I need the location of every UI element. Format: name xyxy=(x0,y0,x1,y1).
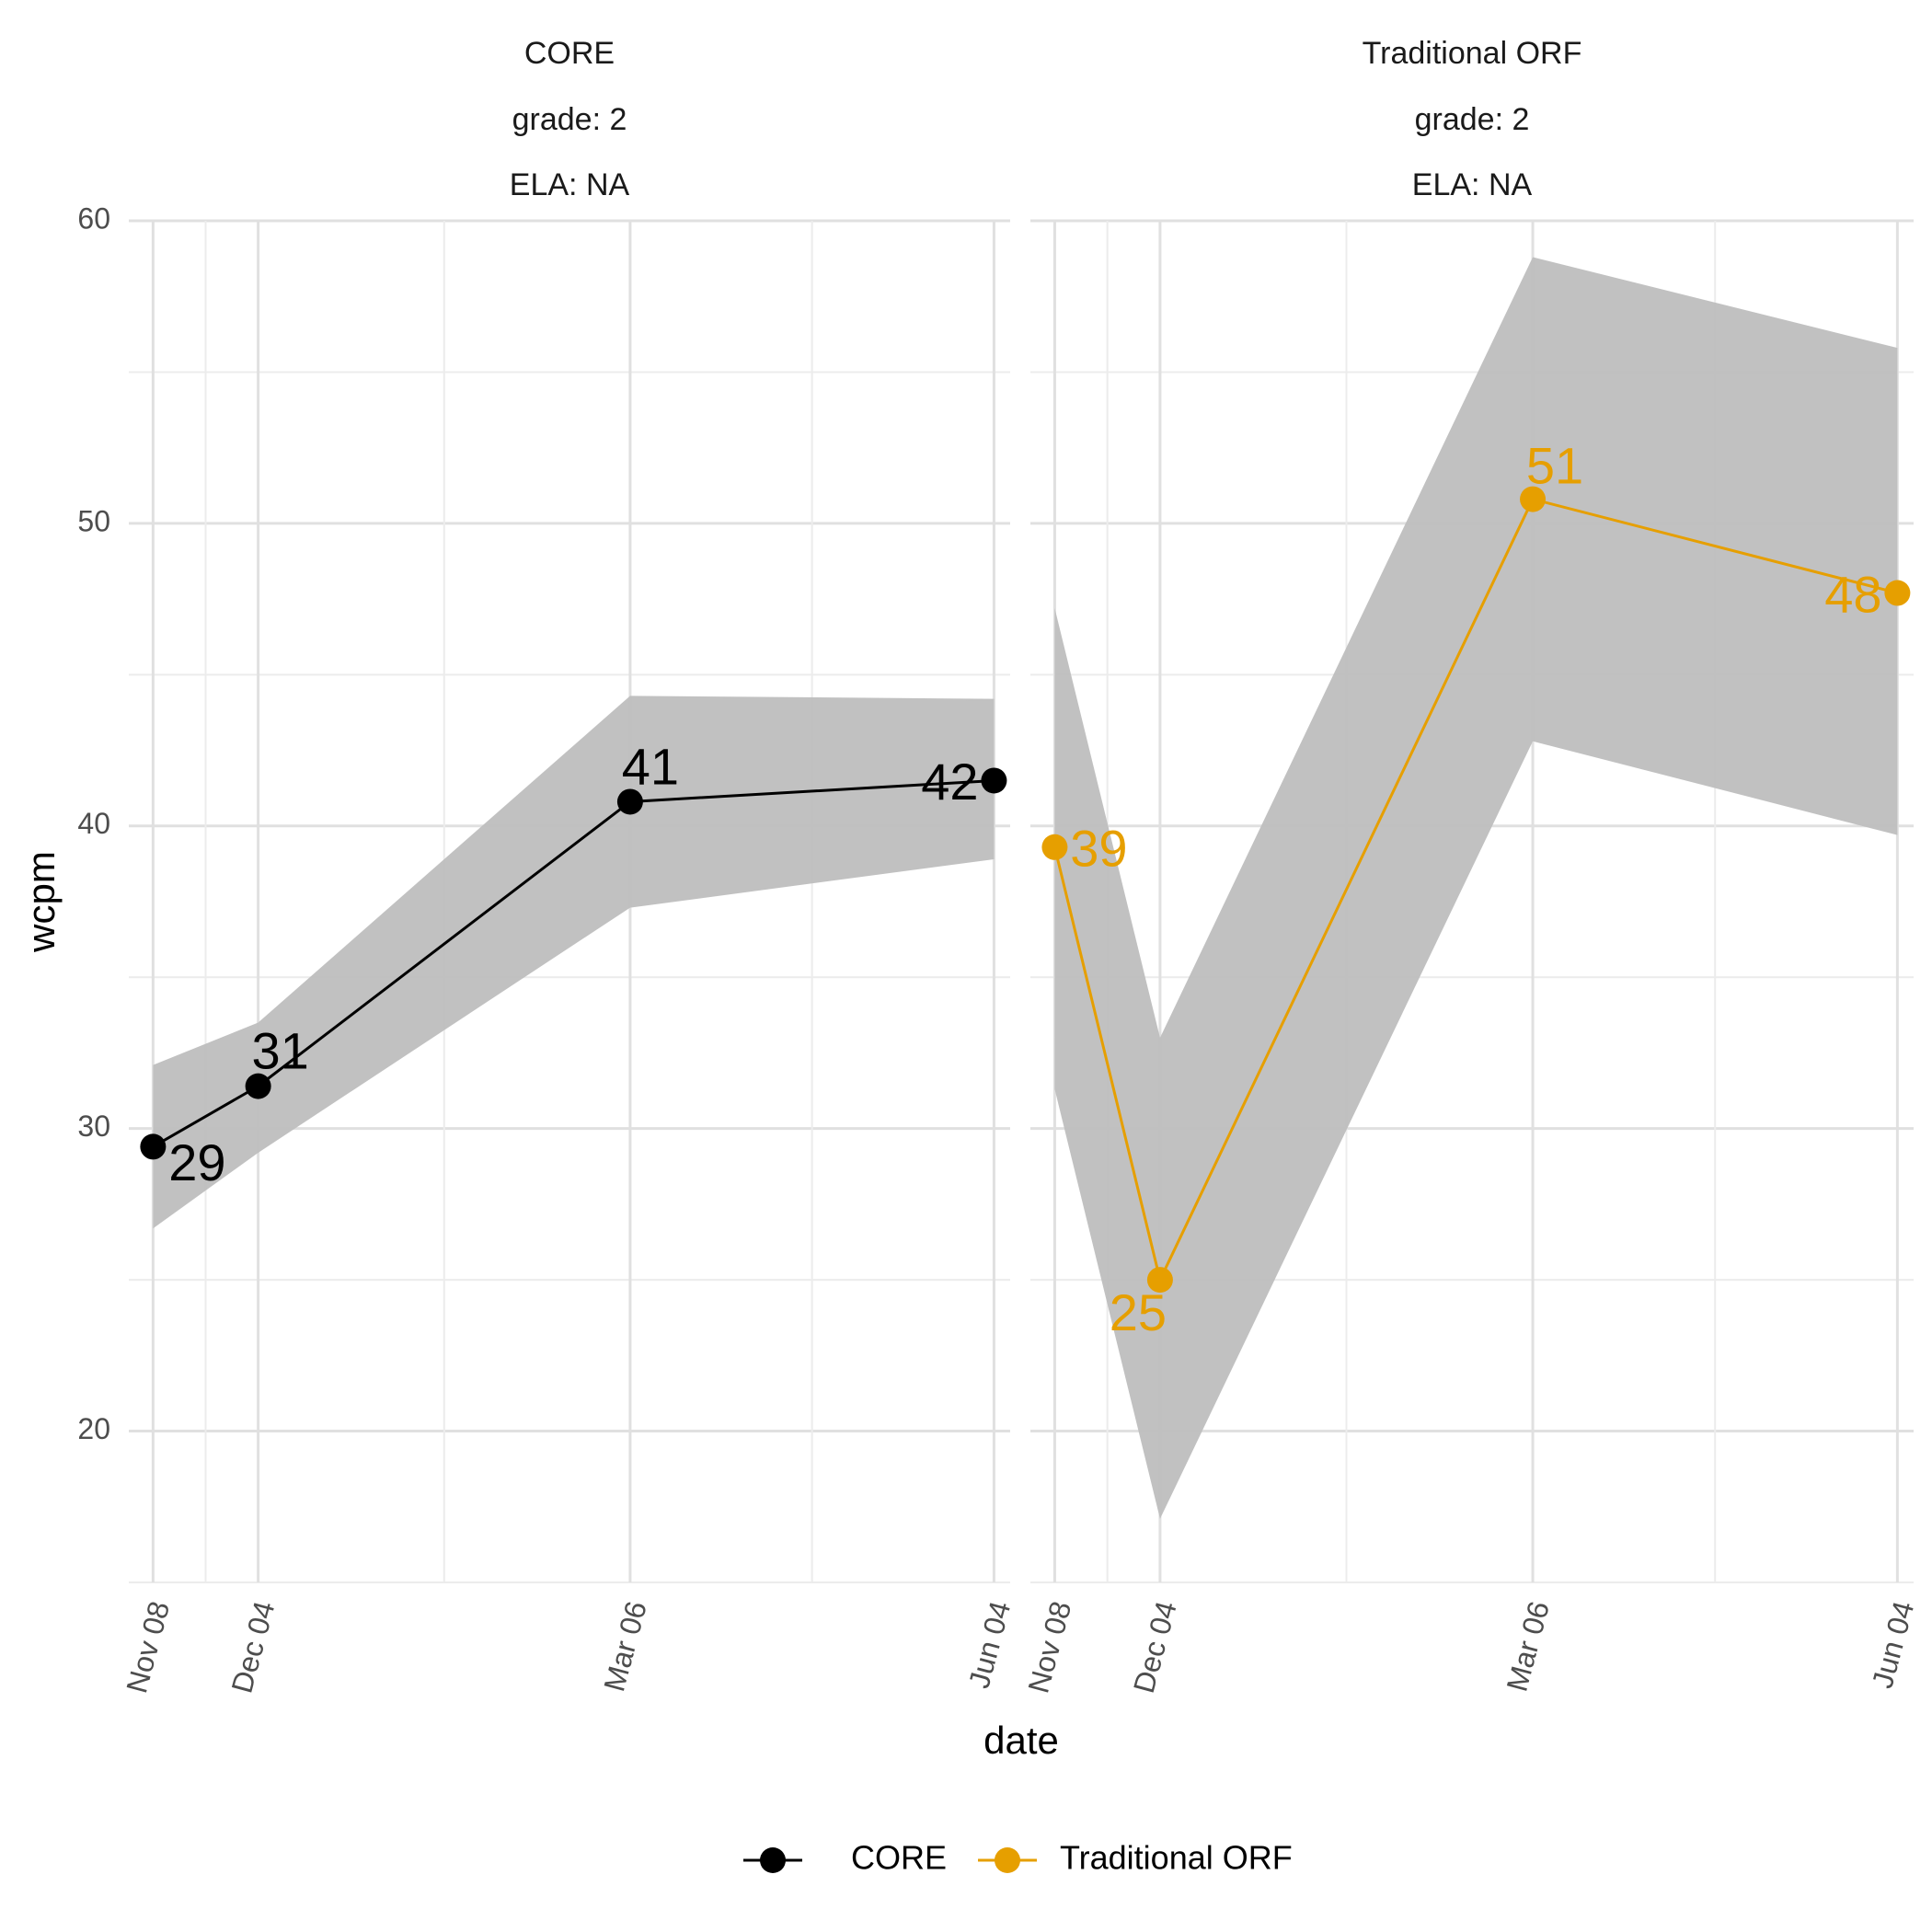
x-tick-label: Jun 04 xyxy=(962,1598,1018,1692)
data-point xyxy=(981,767,1007,794)
panel-1: CORE grade: 2 ELA: NA 29 31 41 42 Nov 08 Dec 04 M… xyxy=(120,36,1017,1696)
data-label: 42 xyxy=(921,753,978,811)
data-label: 41 xyxy=(622,737,679,795)
x-tick-label: Mar 06 xyxy=(597,1598,653,1696)
panel-2: Traditional ORF grade: 2 ELA: NA 39 25 51 48 No… xyxy=(1021,36,1920,1696)
data-label: 39 xyxy=(1070,820,1127,878)
axes-layer: 20 30 40 50 60 date wcpm xyxy=(19,201,1059,1762)
y-tick-label: 60 xyxy=(77,201,110,235)
strip-label: CORE xyxy=(524,36,615,71)
strip-label: ELA: NA xyxy=(1412,167,1533,202)
x-tick-label: Nov 08 xyxy=(120,1598,176,1696)
data-label: 51 xyxy=(1526,436,1583,494)
data-label: 25 xyxy=(1110,1283,1167,1341)
y-tick-label: 40 xyxy=(77,807,110,840)
legend: CORE Traditional ORF xyxy=(743,1839,1293,1877)
data-point xyxy=(245,1073,271,1099)
confidence-ribbon xyxy=(1054,257,1898,1519)
x-tick-label: Nov 08 xyxy=(1021,1598,1077,1696)
legend-item: Traditional ORF xyxy=(978,1839,1293,1877)
y-tick-label: 30 xyxy=(77,1110,110,1143)
x-tick-label: Jun 04 xyxy=(1866,1598,1921,1692)
y-tick-label: 20 xyxy=(77,1412,110,1445)
legend-key-point xyxy=(760,1847,786,1873)
data-point xyxy=(1884,580,1911,606)
confidence-ribbon xyxy=(153,696,995,1229)
strip-label: ELA: NA xyxy=(510,167,630,202)
data-point xyxy=(1041,834,1068,860)
data-point xyxy=(616,788,643,815)
strip-label: Traditional ORF xyxy=(1363,36,1582,71)
legend-key-point xyxy=(995,1847,1020,1873)
series-line xyxy=(1052,497,1898,1284)
x-tick-label: Dec 04 xyxy=(225,1598,282,1696)
series-line xyxy=(152,778,995,1148)
data-point xyxy=(140,1133,167,1160)
x-axis-title: date xyxy=(983,1719,1059,1762)
data-point xyxy=(1520,486,1547,512)
x-tick-label: Dec 04 xyxy=(1127,1598,1183,1696)
panels-layer: CORE grade: 2 ELA: NA 29 31 41 42 Nov 08 Dec 04 M… xyxy=(120,36,1920,1696)
legend-label: CORE xyxy=(851,1839,947,1877)
legend-label: Traditional ORF xyxy=(1060,1839,1293,1877)
y-axis-title: wcpm xyxy=(19,851,63,953)
legend-item: CORE xyxy=(743,1839,947,1877)
data-label: 29 xyxy=(168,1133,225,1191)
y-tick-label: 50 xyxy=(77,504,110,537)
data-label: 48 xyxy=(1824,565,1881,623)
strip-label: grade: 2 xyxy=(1415,102,1530,137)
x-tick-label: Mar 06 xyxy=(1500,1598,1556,1696)
data-label: 31 xyxy=(251,1021,308,1079)
strip-label: grade: 2 xyxy=(512,102,627,137)
data-point xyxy=(1146,1267,1173,1294)
